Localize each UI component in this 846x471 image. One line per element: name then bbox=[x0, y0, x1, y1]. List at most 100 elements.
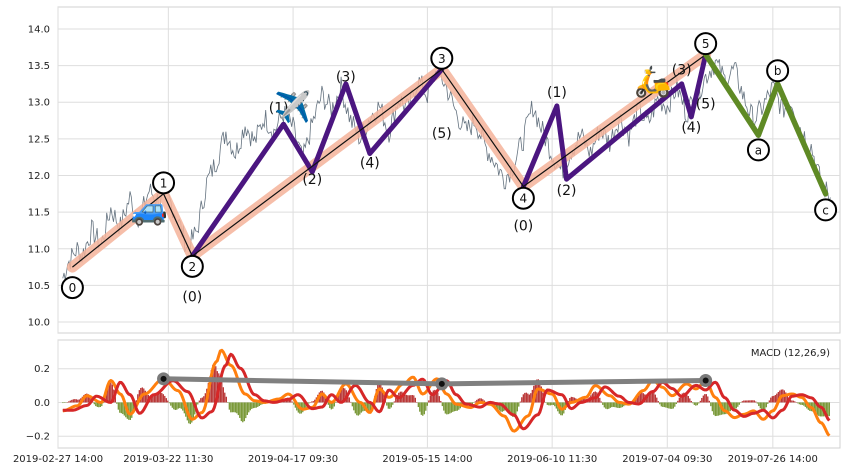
macd-histogram-bar bbox=[668, 402, 670, 409]
macd-histogram-bar bbox=[369, 402, 371, 412]
wave-label-4-circled: 4 bbox=[511, 186, 535, 210]
macd-y-tick-label: −0.2 bbox=[26, 432, 50, 443]
divergence-point-inner bbox=[160, 375, 167, 382]
macd-histogram-bar bbox=[476, 399, 478, 403]
wave-label-text: 4 bbox=[520, 192, 528, 206]
macd-histogram-bar bbox=[198, 400, 200, 403]
macd-histogram-bar bbox=[99, 402, 101, 408]
macd-histogram-bar bbox=[642, 393, 644, 403]
x-tick-label: 2019-07-04 09:30 bbox=[622, 454, 712, 465]
macd-histogram-bar bbox=[744, 400, 746, 403]
macd-histogram-bar bbox=[437, 392, 439, 403]
macd-histogram-bar bbox=[509, 402, 511, 414]
macd-histogram-bar bbox=[792, 400, 794, 403]
macd-histogram-bar bbox=[323, 392, 325, 403]
macd-histogram-bar bbox=[518, 402, 520, 407]
macd-histogram-bar bbox=[257, 402, 259, 407]
price-y-tick-label: 12.5 bbox=[28, 134, 50, 145]
macd-histogram-bar bbox=[704, 394, 706, 403]
macd-histogram-bar bbox=[290, 399, 292, 403]
macd-histogram-bar bbox=[749, 400, 751, 403]
macd-histogram-bar bbox=[705, 394, 707, 403]
macd-histogram-bar bbox=[614, 402, 616, 408]
macd-histogram-bar bbox=[426, 402, 428, 406]
macd-histogram-bar bbox=[411, 395, 413, 403]
macd-y-tick-label: 0.0 bbox=[34, 398, 50, 409]
macd-histogram-bar bbox=[96, 402, 98, 407]
macd-histogram-bar bbox=[332, 402, 334, 409]
macd-histogram-bar bbox=[161, 392, 163, 403]
macd-histogram-bar bbox=[500, 402, 502, 412]
macd-histogram-bar bbox=[359, 402, 361, 415]
macd-histogram-bar bbox=[572, 397, 574, 403]
macd-histogram-bar bbox=[617, 402, 619, 408]
macd-histogram-bar bbox=[201, 397, 203, 403]
macd-histogram-bar bbox=[567, 401, 569, 403]
x-tick-label: 2019-07-26 14:00 bbox=[728, 454, 818, 465]
macd-histogram-bar bbox=[554, 402, 556, 407]
macd-histogram-bar bbox=[602, 402, 604, 405]
macd-histogram-bar bbox=[759, 402, 761, 409]
macd-histogram-bar bbox=[192, 402, 194, 420]
macd-histogram-bar bbox=[797, 402, 799, 404]
price-y-tick-label: 10.0 bbox=[28, 318, 50, 329]
macd-histogram-bar bbox=[701, 398, 703, 403]
macd-histogram-bar bbox=[774, 395, 776, 403]
macd-histogram-bar bbox=[249, 402, 251, 411]
macd-histogram-bar bbox=[170, 402, 172, 406]
wave-label-text: 0 bbox=[69, 281, 77, 295]
macd-histogram-bar bbox=[551, 402, 553, 406]
macd-histogram-bar bbox=[816, 402, 818, 415]
macd-histogram-bar bbox=[620, 402, 622, 408]
wave-label-c-circled: c bbox=[814, 198, 838, 222]
macd-histogram-bar bbox=[135, 400, 137, 403]
macd-histogram-bar bbox=[794, 401, 796, 403]
macd-histogram-bar bbox=[648, 393, 650, 403]
wave-label-0-circled: 0 bbox=[60, 276, 84, 300]
macd-histogram-bar bbox=[573, 397, 575, 403]
macd-histogram-bar bbox=[410, 395, 412, 403]
macd-histogram-bar bbox=[507, 402, 509, 412]
macd-histogram-bar bbox=[248, 402, 250, 413]
macd-histogram-bar bbox=[791, 400, 793, 403]
macd-histogram-bar bbox=[204, 393, 206, 403]
macd-histogram-bar bbox=[638, 393, 640, 403]
macd-histogram-bar bbox=[225, 396, 227, 403]
macd-histogram-bar bbox=[171, 402, 173, 408]
macd-histogram-bar bbox=[176, 402, 178, 410]
macd-histogram-bar bbox=[237, 402, 239, 416]
macd-histogram-bar bbox=[111, 384, 113, 403]
macd-histogram-bar bbox=[531, 389, 533, 403]
macd-histogram-bar bbox=[771, 396, 773, 403]
macd-histogram-bar bbox=[651, 392, 653, 403]
macd-histogram-bar bbox=[818, 402, 820, 416]
macd-histogram-bar bbox=[659, 402, 661, 405]
macd-histogram-bar bbox=[110, 382, 112, 403]
macd-histogram-bar bbox=[233, 402, 235, 413]
macd-histogram-bar bbox=[773, 395, 775, 403]
macd-histogram-bar bbox=[450, 402, 452, 413]
macd-histogram-bar bbox=[378, 381, 380, 403]
macd-histogram-bar bbox=[710, 402, 712, 407]
macd-histogram-bar bbox=[357, 402, 359, 416]
macd-histogram-bar bbox=[203, 396, 205, 403]
macd-histogram-bar bbox=[329, 402, 331, 409]
macd-histogram-bar bbox=[708, 400, 710, 403]
macd-histogram-bar bbox=[716, 402, 718, 416]
primary-wave-line bbox=[72, 54, 707, 268]
macd-histogram-bar bbox=[303, 402, 305, 411]
macd-histogram-bar bbox=[521, 397, 523, 403]
macd-histogram-bar bbox=[77, 399, 79, 403]
macd-histogram-bar bbox=[228, 402, 230, 410]
macd-histogram-bar bbox=[498, 402, 500, 411]
macd-histogram-bar bbox=[786, 395, 788, 403]
wave-label-circle bbox=[511, 186, 535, 210]
macd-histogram-bar bbox=[752, 400, 754, 403]
macd-histogram-bar bbox=[608, 402, 610, 409]
macd-histogram-bar bbox=[789, 399, 791, 403]
wave-label-circle bbox=[694, 32, 718, 56]
macd-histogram-bar bbox=[695, 402, 697, 406]
macd-histogram-bar bbox=[524, 392, 526, 403]
wave-label-text: c bbox=[822, 203, 829, 217]
